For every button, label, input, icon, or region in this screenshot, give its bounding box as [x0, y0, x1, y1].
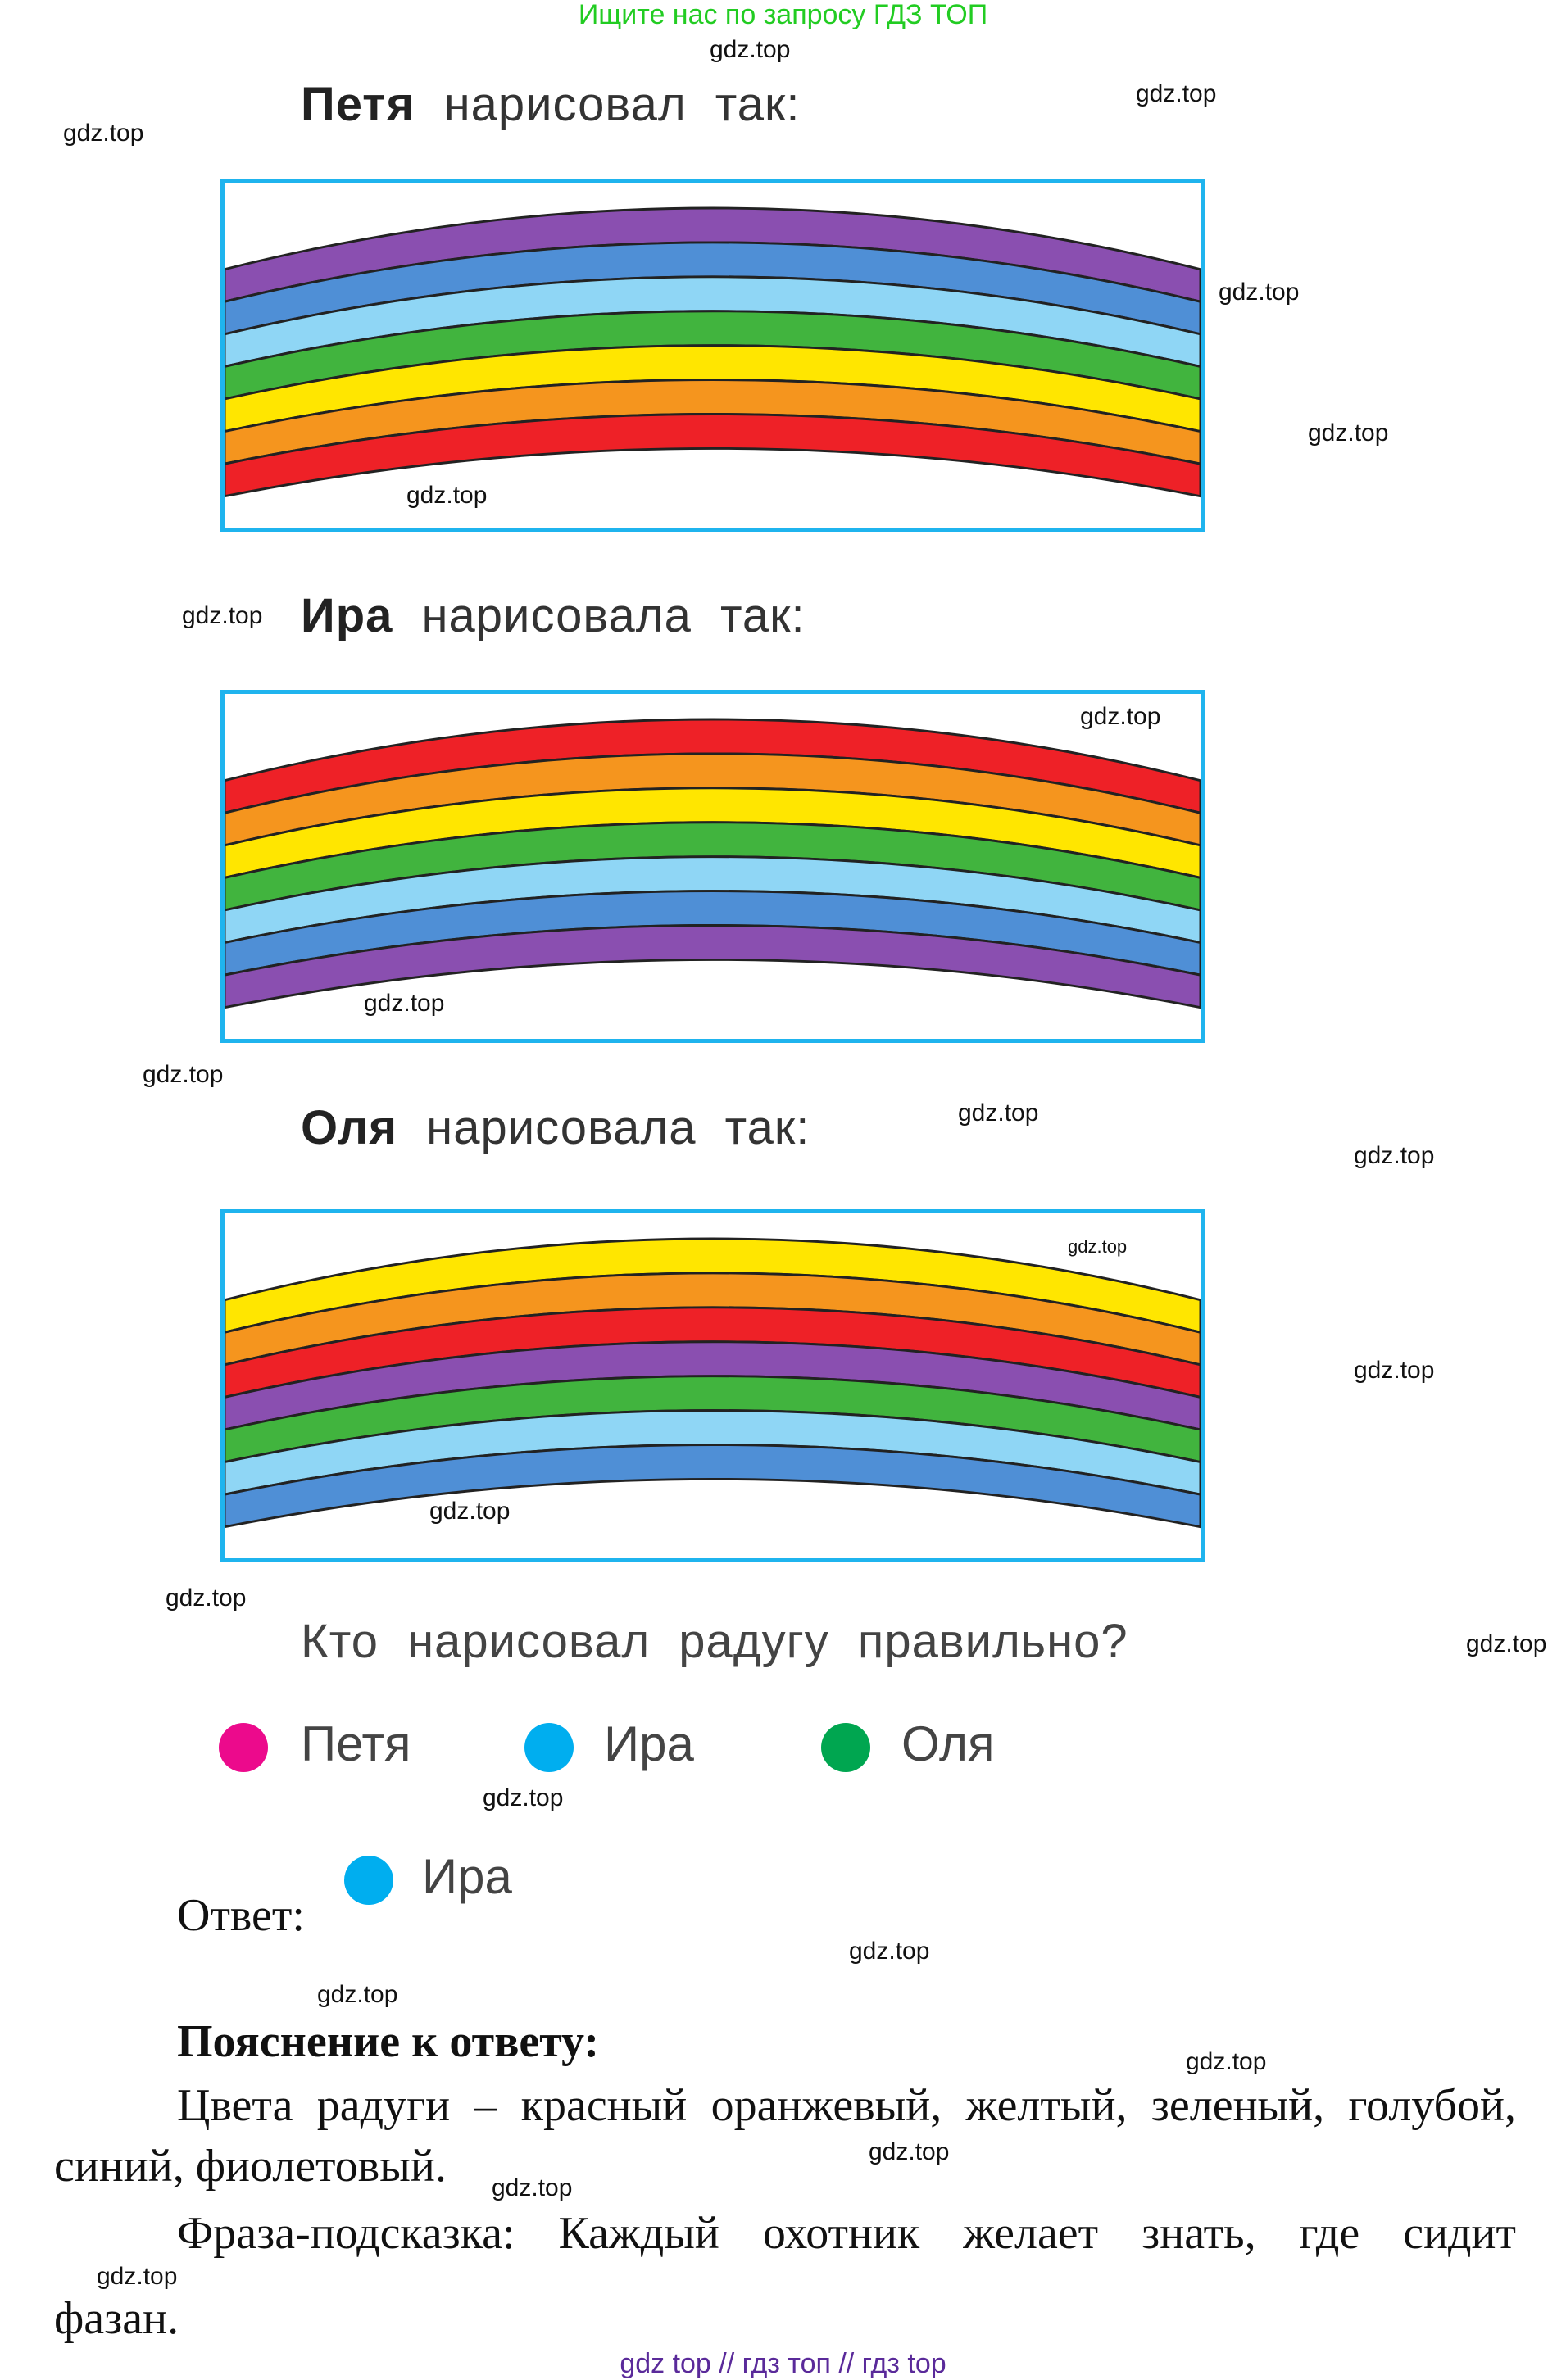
watermark: gdz.top [869, 2138, 950, 2165]
rainbow-band [225, 924, 1201, 1009]
child-name: Ира [301, 589, 393, 642]
watermark: gdz.top [1308, 419, 1389, 447]
watermark: gdz.top [1354, 1142, 1435, 1169]
watermark: gdz.top [483, 1784, 564, 1811]
child-name: Оля [301, 1101, 398, 1154]
rainbow-picture-petya [220, 179, 1205, 532]
heading-rest: нарисовал так: [443, 78, 801, 131]
watermark: gdz.top [1186, 2048, 1267, 2075]
section-heading: Ира нарисовала так: [301, 590, 806, 642]
option-dot-ira[interactable] [524, 1723, 574, 1772]
rainbow-picture-ira [220, 690, 1205, 1043]
question-text: Кто нарисовал радугу правильно? [301, 1615, 1128, 1668]
watermark: gdz.top [97, 2263, 178, 2290]
watermark: gdz.top [1068, 1236, 1128, 1257]
watermark: gdz.top [1354, 1357, 1435, 1384]
watermark: gdz.top [364, 990, 445, 1017]
watermark: gdz.top [1219, 279, 1300, 306]
rainbow-band [225, 1444, 1201, 1529]
explanation-para2-line2: фазан. [54, 2293, 179, 2344]
explanation-para1-line1: Цвета радуги – красный оранжевый, желтый… [177, 2080, 1516, 2131]
watermark: gdz.top [1080, 703, 1161, 730]
option-dot-petya[interactable] [219, 1723, 268, 1772]
search-banner[interactable]: Ищите нас по запросу ГДЗ ТОП [578, 0, 988, 30]
watermark: gdz.top [166, 1584, 247, 1612]
watermark: gdz.top [182, 602, 263, 629]
answer-dot [344, 1856, 393, 1905]
rainbow-picture-olya [220, 1209, 1205, 1562]
heading-rest: нарисовала так: [426, 1101, 810, 1154]
option-label-ira[interactable]: Ира [604, 1716, 694, 1771]
watermark: gdz.top [429, 1498, 511, 1525]
watermark: gdz.top [406, 482, 488, 509]
watermark: gdz.top [63, 120, 144, 147]
child-name: Петя [301, 78, 415, 131]
heading-rest: нарисовала так: [421, 589, 806, 642]
answer-label: Ответ: [177, 1890, 305, 1941]
section-heading: Оля нарисовала так: [301, 1102, 810, 1154]
footer-links[interactable]: gdz top // гдз топ // гдз top [620, 2348, 946, 2379]
option-dot-olya[interactable] [821, 1723, 870, 1772]
watermark: gdz.top [317, 1981, 398, 2008]
watermark: gdz.top [1136, 80, 1217, 107]
rainbow-band [225, 413, 1201, 498]
explanation-para1-line2: синий, фиолетовый. [54, 2141, 447, 2192]
explanation-para2-line1: Фраза-подсказка: Каждый охотник желает з… [177, 2208, 1516, 2259]
watermark: gdz.top [958, 1099, 1039, 1127]
watermark: gdz.top [143, 1061, 224, 1088]
option-label-olya[interactable]: Оля [901, 1716, 995, 1771]
option-label-petya[interactable]: Петя [301, 1716, 411, 1771]
watermark: gdz.top [1466, 1630, 1547, 1657]
answer-choice: Ира [422, 1849, 512, 1904]
section-heading: Петя нарисовал так: [301, 79, 800, 131]
explanation-title: Пояснение к ответу: [177, 2016, 599, 2067]
watermark: gdz.top [849, 1938, 930, 1965]
watermark: gdz.top [710, 36, 791, 63]
watermark: gdz.top [492, 2174, 573, 2201]
